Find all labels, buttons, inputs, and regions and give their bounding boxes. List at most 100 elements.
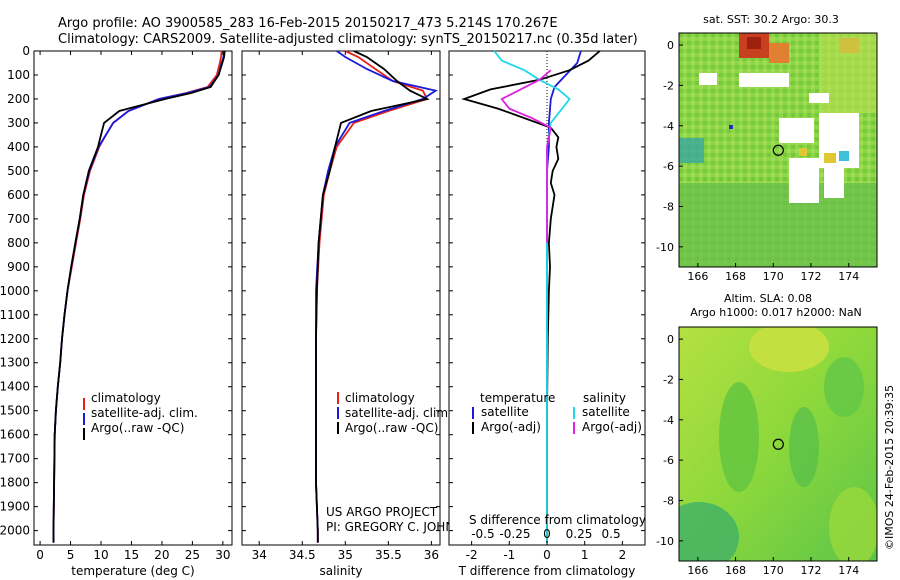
x-tick-label: 5 xyxy=(67,548,75,562)
header-line1: Argo profile: AO 3900585_283 16-Feb-2015… xyxy=(58,16,558,31)
series-line-argo-raw-qc- xyxy=(52,50,226,543)
x-tick-label: 15 xyxy=(124,548,139,562)
x-tick-label: 25 xyxy=(185,548,200,562)
y-tick-label: 1700 xyxy=(0,452,30,466)
temperature-xlabel: temperature (deg C) xyxy=(71,564,194,578)
x-tick-label-t: -2 xyxy=(466,548,478,562)
sst-map-title: sat. SST: 30.2 Argo: 30.3 xyxy=(703,13,839,26)
map-x-tick-label: 174 xyxy=(838,564,859,577)
y-tick-label: 300 xyxy=(7,116,30,130)
map-y-tick-label: -4 xyxy=(663,120,674,133)
x-tick-label: 34.5 xyxy=(289,548,316,562)
sst-map-panel: sat. SST: 30.2 Argo: 30.3 xyxy=(656,13,878,283)
x-tick-label-t: 1 xyxy=(581,548,589,562)
map-y-tick-label: -2 xyxy=(663,79,674,92)
x-tick-label-s: -0.5 xyxy=(471,527,494,541)
map-x-tick-label: 172 xyxy=(801,270,822,283)
salinity-legend: climatology satellite-adj. clim. Argo(..… xyxy=(337,391,452,435)
salinity-axes xyxy=(241,50,441,546)
difference-xlabel: T difference from climatology xyxy=(458,564,636,578)
legend-label-argo: Argo(..raw -QC) xyxy=(345,421,438,435)
legend-label-climatology: climatology xyxy=(91,391,161,405)
sst-map-frame xyxy=(678,32,878,268)
difference-xlabel-top: S difference from climatology xyxy=(469,513,646,527)
map-y-tick-label: -6 xyxy=(663,454,674,467)
sla-map-image xyxy=(679,327,877,561)
y-tick-label: 500 xyxy=(7,164,30,178)
series-line-argo-raw-qc- xyxy=(315,50,430,543)
map-y-tick-label: -8 xyxy=(663,200,674,213)
x-tick-label-s: 0.5 xyxy=(602,527,621,541)
y-tick-label: 1800 xyxy=(0,476,30,490)
temperature-axes xyxy=(33,50,233,546)
x-tick-label: 35 xyxy=(338,548,353,562)
series-line-s-satellite xyxy=(493,50,571,543)
y-tick-label: 1200 xyxy=(0,332,30,346)
x-tick-label-t: 2 xyxy=(619,548,627,562)
x-tick-label-t: 0 xyxy=(543,548,551,562)
x-tick-label-s: -0.25 xyxy=(499,527,530,541)
y-tick-label: 200 xyxy=(7,92,30,106)
y-tick-label: 1900 xyxy=(0,500,30,514)
sla-map-panel: Altim. SLA: 0.08 Argo h1000: 0.017 h2000… xyxy=(656,292,878,577)
map-x-tick-label: 166 xyxy=(687,270,708,283)
map-y-tick-label: -2 xyxy=(663,373,674,386)
map-y-tick-label: -10 xyxy=(656,535,674,548)
legend-label-s-argo: Argo(-adj) xyxy=(582,420,642,434)
y-tick-label: 1600 xyxy=(0,428,30,442)
salinity-xlabel: salinity xyxy=(319,564,362,578)
x-tick-label: 30 xyxy=(215,548,230,562)
sla-map-frame xyxy=(678,326,878,562)
y-tick-label: 0 xyxy=(22,44,30,58)
legend-label-climatology: climatology xyxy=(345,391,415,405)
y-tick-label: 1100 xyxy=(0,308,30,322)
imos-timestamp: ©IMOS 24-Feb-2015 20:39:35 xyxy=(883,385,896,550)
series-line-t-argo-adj- xyxy=(461,50,601,543)
map-x-tick-label: 166 xyxy=(687,564,708,577)
y-tick-label: 1400 xyxy=(0,380,30,394)
legend-label-t-satellite: satellite xyxy=(481,405,529,419)
map-x-tick-label: 168 xyxy=(725,270,746,283)
map-y-tick-label: -8 xyxy=(663,494,674,507)
x-tick-label: 20 xyxy=(154,548,169,562)
y-tick-label: 800 xyxy=(7,236,30,250)
map-y-tick-label: -10 xyxy=(656,241,674,254)
us-argo-label: US ARGO PROJECT xyxy=(326,505,438,519)
y-tick-label: 1500 xyxy=(0,404,30,418)
salinity-panel: 34 34.5 35 35.5 36 salinity climatology sate… xyxy=(241,50,480,578)
x-tick-label-s: 0 xyxy=(543,527,551,541)
sst-map-image xyxy=(679,33,877,267)
legend-label-argo: Argo(..raw -QC) xyxy=(91,421,184,435)
x-tick-label: 35.5 xyxy=(375,548,402,562)
x-tick-label-s: 0.25 xyxy=(566,527,593,541)
map-x-tick-label: 170 xyxy=(763,270,784,283)
temperature-legend: climatology satellite-adj. clim. Argo(..… xyxy=(83,391,198,440)
x-tick-label: 10 xyxy=(93,548,108,562)
difference-panel: -2 -1 0 1 2 -0.5 -0.25 0 0.25 0.5 S difference fr… xyxy=(448,50,646,578)
y-tick-label: 1000 xyxy=(0,284,30,298)
legend-label-t-argo: Argo(-adj) xyxy=(481,420,541,434)
legend-label-satellite: satellite-adj. clim. xyxy=(345,406,452,420)
pi-label: PI: GREGORY C. JOHNSON xyxy=(326,520,480,534)
map-x-tick-label: 174 xyxy=(838,270,859,283)
x-tick-label-t: -1 xyxy=(503,548,515,562)
y-tick-label: 400 xyxy=(7,140,30,154)
y-tick-label: 100 xyxy=(7,68,30,82)
map-y-tick-label: -4 xyxy=(663,414,674,427)
legend-header-temperature: temperature xyxy=(480,391,555,405)
y-tick-label: 700 xyxy=(7,212,30,226)
map-x-tick-label: 170 xyxy=(763,564,784,577)
map-x-tick-label: 172 xyxy=(801,564,822,577)
map-y-tick-label: 0 xyxy=(667,39,674,52)
map-x-tick-label: 168 xyxy=(725,564,746,577)
map-y-tick-label: 0 xyxy=(667,333,674,346)
sla-map-subtitle: Argo h1000: 0.017 h2000: NaN xyxy=(690,306,862,319)
map-y-tick-label: -6 xyxy=(663,160,674,173)
argo-position-marker xyxy=(772,144,784,156)
legend-label-satellite: satellite-adj. clim. xyxy=(91,406,198,420)
legend-label-s-satellite: satellite xyxy=(582,405,630,419)
y-tick-label: 1300 xyxy=(0,356,30,370)
y-tick-label: 600 xyxy=(7,188,30,202)
x-tick-label: 36 xyxy=(424,548,439,562)
